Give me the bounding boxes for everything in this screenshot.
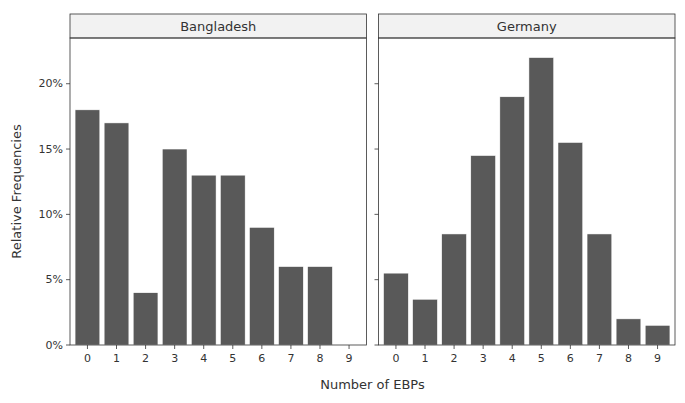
x-tick (395, 345, 396, 349)
x-tick-label: 9 (346, 352, 353, 365)
x-tick-label: 4 (509, 352, 516, 365)
x-tick (319, 345, 320, 349)
x-tick (203, 345, 204, 349)
bar (279, 267, 304, 345)
y-tick (375, 214, 379, 215)
x-tick-label: 8 (316, 352, 323, 365)
y-tick-label: 5% (46, 273, 63, 286)
x-tick-label: 9 (654, 352, 661, 365)
bar (249, 227, 274, 345)
x-tick (87, 345, 88, 349)
y-tick (375, 149, 379, 150)
x-tick (261, 345, 262, 349)
x-tick-label: 7 (596, 352, 603, 365)
x-tick (454, 345, 455, 349)
y-tick-label: 15% (39, 143, 63, 156)
plot-frame (70, 38, 367, 345)
bars (384, 58, 670, 345)
bars (75, 110, 332, 345)
bar (133, 293, 158, 345)
x-tick-label: 6 (567, 352, 574, 365)
x-tick-label: 8 (625, 352, 632, 365)
x-tick (232, 345, 233, 349)
y-tick (66, 83, 70, 84)
bar (413, 299, 438, 345)
x-tick-label: 5 (538, 352, 545, 365)
y-tick (66, 279, 70, 280)
facet-strip (379, 14, 676, 38)
x-tick (116, 345, 117, 349)
x-tick (349, 345, 350, 349)
x-tick (145, 345, 146, 349)
x-axis-label: Number of EBPs (320, 377, 425, 392)
y-tick (66, 345, 70, 346)
x-tick-label: 4 (200, 352, 207, 365)
bar (75, 110, 100, 345)
panel: Germany 0 1 2 3 4 5 6 7 8 9 (375, 14, 676, 365)
x-tick-label: 6 (258, 352, 265, 365)
bar (191, 175, 216, 345)
y-tick (375, 279, 379, 280)
bar (442, 234, 467, 345)
y-tick-label: 10% (39, 208, 63, 221)
panel: Bangladesh 0 1 2 3 4 5 6 7 8 9 0% 5% 10% 15% 20% (39, 14, 367, 365)
bar (104, 123, 129, 345)
x-tick (290, 345, 291, 349)
y-tick (66, 149, 70, 150)
x-tick (512, 345, 513, 349)
plot-frame (379, 38, 676, 345)
facet-strip (70, 14, 367, 38)
x-tick-label: 7 (287, 352, 294, 365)
x-tick (628, 345, 629, 349)
panel-title: Bangladesh (180, 19, 256, 34)
bar (587, 234, 612, 345)
bar (529, 58, 554, 345)
x-tick-label: 1 (422, 352, 429, 365)
x-tick (657, 345, 658, 349)
bar (162, 149, 187, 345)
x-tick (425, 345, 426, 349)
bar (616, 319, 641, 345)
x-tick (541, 345, 542, 349)
bar (500, 97, 525, 345)
y-tick-label: 0% (46, 339, 63, 352)
x-tick-label: 1 (113, 352, 120, 365)
x-tick-label: 3 (480, 352, 487, 365)
bar (645, 325, 670, 345)
x-tick-label: 3 (171, 352, 178, 365)
chart-svg: Bangladesh 0 1 2 3 4 5 6 7 8 9 0% 5% 10% 15% 20% Relativ… (0, 0, 685, 403)
chart-container: Bangladesh 0 1 2 3 4 5 6 7 8 9 0% 5% 10% 15% 20% Relativ… (0, 0, 685, 403)
x-tick-label: 2 (142, 352, 149, 365)
panel-title: Germany (497, 19, 557, 34)
bar (220, 175, 245, 345)
y-tick (375, 345, 379, 346)
x-tick-label: 0 (392, 352, 399, 365)
x-tick-label: 5 (229, 352, 236, 365)
x-tick (599, 345, 600, 349)
x-tick-label: 0 (84, 352, 91, 365)
bar (471, 156, 496, 345)
y-tick (375, 83, 379, 84)
x-tick (570, 345, 571, 349)
bar (384, 273, 409, 345)
bar (308, 267, 333, 345)
x-tick (174, 345, 175, 349)
y-tick-label: 20% (39, 77, 63, 90)
y-axis-label: Relative Frequencies (9, 124, 24, 259)
bar (558, 143, 583, 345)
x-tick-label: 2 (451, 352, 458, 365)
x-tick (483, 345, 484, 349)
y-tick (66, 214, 70, 215)
